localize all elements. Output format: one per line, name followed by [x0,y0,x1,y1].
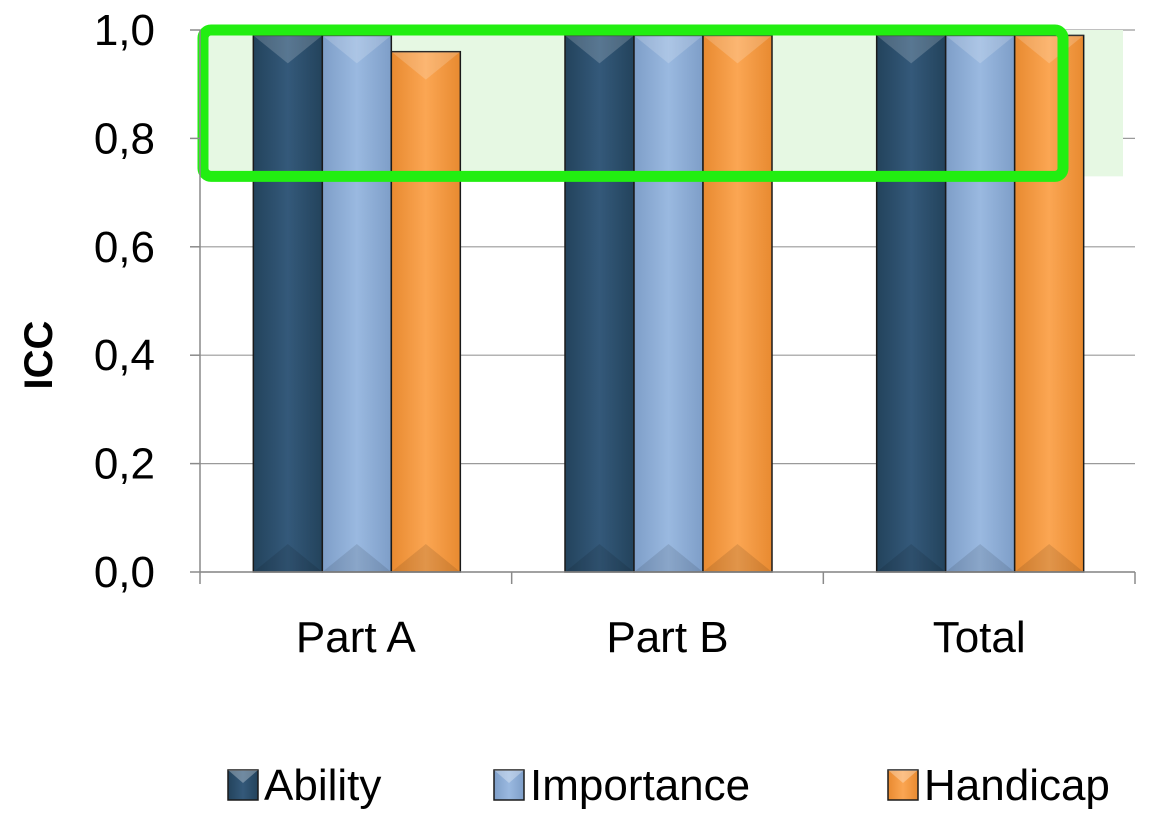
category-labels: Part A Part B Total [296,613,1026,662]
bar-bevel-top [565,35,634,64]
bar-rect [321,34,393,573]
y-tick-label: 0,0 [94,548,155,597]
bar-rect [1013,34,1085,573]
legend-item-importance: Importance [493,761,750,810]
bar-rect [390,50,462,573]
bar-bevel-bottom [565,544,634,572]
bars [197,24,1085,573]
bar-bevel-bottom [703,544,772,572]
bar-bevel-bottom [391,544,461,572]
bar-bevel-top [391,51,461,80]
highlight-border [197,24,1069,182]
legend-swatch [227,769,259,801]
y-tick-label: 1,0 [94,6,155,55]
legend-swatch-bevel [888,770,918,783]
bar-rect [944,34,1016,573]
legend: Ability Importance Handicap [227,761,1110,810]
bar-handicap-1 [702,34,773,573]
y-axis-label: ICC [17,321,61,390]
bar-bevel-top [634,35,703,64]
bar-bevel-top [253,35,323,64]
legend-item-handicap: Handicap [887,761,1110,810]
bar-handicap-0 [390,50,462,573]
legend-swatch [887,769,919,801]
bar-bevel-top [876,35,946,64]
bar-bevel-top [703,35,772,64]
legend-swatch-bevel [494,770,524,783]
legend-swatch-bevel [228,770,258,783]
bar-bevel-top [322,35,392,64]
y-tick-labels: 0,0 0,2 0,4 0,6 0,8 1,0 [94,6,155,597]
bar-rect [875,34,947,573]
legend-item-ability: Ability [227,761,381,810]
bar-rect [564,34,635,573]
bar-bevel-bottom [945,544,1015,572]
bar-bevel-top [945,35,1015,64]
y-tick-label: 0,4 [94,331,155,380]
legend-label: Importance [530,761,750,810]
y-tick-label: 0,6 [94,223,155,272]
bar-bevel-bottom [322,544,392,572]
legend-swatch [493,769,525,801]
legend-label: Handicap [924,761,1110,810]
bar-rect [252,34,324,573]
category-label: Part A [296,613,416,662]
bar-rect [633,34,704,573]
bar-handicap-2 [1013,34,1085,573]
bar-ability-2 [875,34,947,573]
bar-importance-0 [321,34,393,573]
bar-bevel-bottom [1014,544,1084,572]
bar-bevel-bottom [876,544,946,572]
bar-rect [702,34,773,573]
bar-ability-1 [564,34,635,573]
legend-label: Ability [264,761,381,810]
y-tick-label: 0,8 [94,114,155,163]
y-tick-label: 0,2 [94,440,155,489]
category-label: Total [933,613,1026,662]
bar-bevel-bottom [253,544,323,572]
category-label: Part B [606,613,728,662]
bar-bevel-bottom [634,544,703,572]
axes [190,29,1136,584]
bar-ability-0 [252,34,324,573]
bar-importance-1 [633,34,704,573]
bar-importance-2 [944,34,1016,573]
